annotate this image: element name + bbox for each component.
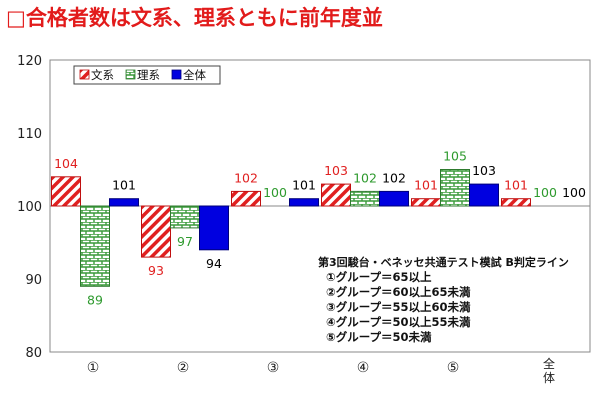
bar-理系-5 — [440, 169, 470, 207]
data-label: 100 — [533, 185, 557, 200]
data-label: 101 — [112, 178, 136, 193]
data-label: 100 — [562, 185, 586, 200]
legend-label: 理系 — [137, 68, 160, 82]
bar-文系-4 — [321, 183, 351, 207]
bar-全体-5 — [469, 183, 499, 207]
data-label: 100 — [263, 185, 287, 200]
annotation-line: ②グループ＝60以上65未満 — [326, 285, 471, 299]
y-tick-label: 110 — [17, 127, 42, 142]
bar-全体-2 — [199, 205, 229, 251]
x-tick-label: ① — [87, 360, 100, 376]
bar-文系-6 — [501, 198, 531, 207]
x-tick-label: ⑤ — [447, 360, 460, 376]
y-tick-label: 100 — [17, 200, 42, 215]
data-label: 94 — [206, 256, 222, 271]
bar-理系-4 — [350, 190, 380, 207]
annotation-line: ③グループ＝55以上60未満 — [326, 300, 471, 314]
bar-全体-4 — [379, 190, 409, 207]
data-label: 103 — [472, 163, 496, 178]
y-tick-label: 90 — [25, 273, 42, 288]
x-tick-label: ② — [177, 360, 190, 376]
bar-文系-3 — [231, 190, 261, 207]
bar-全体-1 — [109, 198, 139, 207]
annotation-line: ④グループ＝50以上55未満 — [326, 315, 471, 329]
bar-文系-1 — [51, 176, 81, 207]
data-label: 101 — [504, 178, 528, 193]
x-tick-label: ③ — [267, 360, 280, 376]
y-tick-label: 80 — [25, 346, 42, 361]
data-label: 102 — [234, 170, 258, 185]
legend-label: 全体 — [183, 68, 206, 82]
data-label: 104 — [54, 156, 78, 171]
data-label: 101 — [292, 178, 316, 193]
x-tick-label: ④ — [357, 360, 370, 376]
bar-文系-2 — [141, 205, 171, 258]
data-label: 102 — [382, 170, 406, 185]
data-label: 103 — [324, 163, 348, 178]
data-label: 93 — [148, 263, 164, 278]
annotation-line: 第3回駿台・ベネッセ共通テスト模試 B判定ライン — [318, 255, 569, 269]
bar-文系-5 — [411, 198, 441, 207]
data-label: 102 — [353, 170, 377, 185]
bar-理系-1 — [80, 205, 110, 287]
bar-全体-3 — [289, 198, 319, 207]
legend-swatch-文系 — [79, 69, 90, 80]
legend-swatch-理系 — [125, 69, 136, 80]
y-tick-label: 120 — [17, 54, 42, 69]
x-tick-label: 全体 — [543, 356, 555, 385]
annotation-line: ①グループ＝65以上 — [326, 270, 432, 284]
bar-理系-2 — [170, 205, 200, 229]
annotation-line: ⑤グループ＝50未満 — [326, 330, 432, 344]
chart-headline: □合格者数は文系、理系ともに前年度並 — [6, 6, 383, 30]
data-label: 101 — [414, 178, 438, 193]
legend-label: 文系 — [91, 68, 114, 82]
data-label: 97 — [177, 234, 193, 249]
data-label: 105 — [443, 149, 467, 164]
data-label: 89 — [87, 292, 103, 307]
legend-swatch-全体 — [171, 69, 182, 80]
legend-box — [73, 65, 221, 85]
